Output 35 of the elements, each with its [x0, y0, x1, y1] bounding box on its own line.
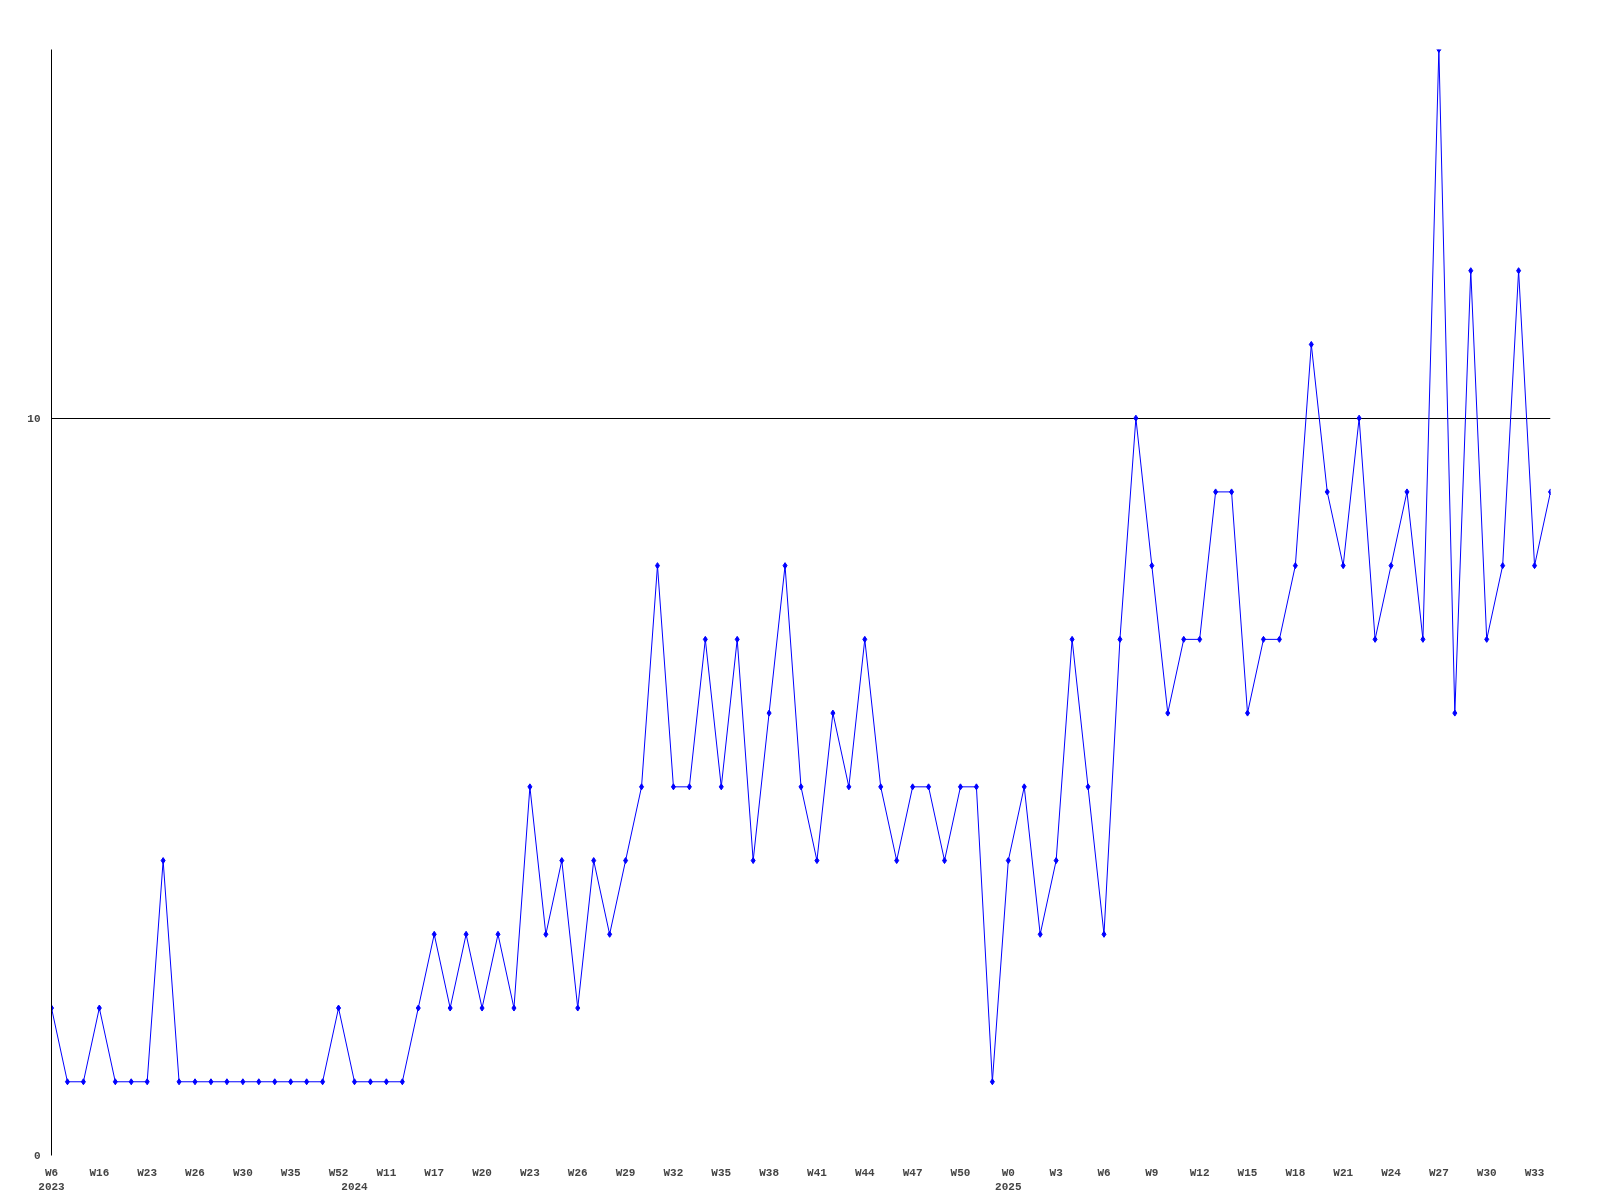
x-tick-label: W0 2025 — [995, 1166, 1022, 1193]
x-tick-label: W35 — [711, 1166, 732, 1179]
x-tick-label: W17 — [424, 1166, 445, 1179]
x-tick-label: W16 — [89, 1166, 110, 1179]
x-tick-label: W26 — [567, 1166, 588, 1179]
x-tick-label: W23 — [137, 1166, 158, 1179]
x-tick-label: W32 — [663, 1166, 684, 1179]
x-tick-label: W6 — [1097, 1166, 1111, 1179]
x-tick-label: W3 — [1049, 1166, 1064, 1179]
x-tick-label: W6 2023 — [38, 1166, 66, 1193]
x-tick-label: W21 — [1333, 1166, 1354, 1179]
x-tick-label: W50 — [950, 1166, 971, 1179]
x-tick-label: W18 — [1285, 1166, 1306, 1179]
x-tick-label: W29 — [615, 1166, 636, 1179]
x-tick-label: W52 — [328, 1166, 349, 1179]
x-tick-label: W47 — [902, 1166, 923, 1179]
x-tick-label: W33 — [1524, 1166, 1545, 1179]
y-tick-label: 0 — [33, 1150, 41, 1162]
x-tick-label: W44 — [854, 1166, 876, 1179]
x-tick-label: W23 — [520, 1166, 541, 1179]
x-tick-label: W24 — [1381, 1166, 1402, 1179]
y-tick-label: 10 — [27, 412, 41, 425]
x-tick-label: W20 — [472, 1166, 492, 1179]
x-tick-label: W30 — [232, 1166, 253, 1179]
x-tick-label: W41 — [807, 1166, 828, 1179]
x-tick-label: W38 — [759, 1166, 780, 1179]
x-tick-label: W12 — [1189, 1166, 1210, 1179]
x-tick-label: W30 — [1476, 1166, 1497, 1179]
x-tick-label: W11 — [376, 1166, 397, 1179]
x-tick-label: 2024 — [341, 1180, 369, 1193]
x-tick-label: W15 — [1237, 1166, 1258, 1179]
x-tick-label: W27 — [1428, 1166, 1449, 1179]
x-tick-label: W9 — [1145, 1166, 1159, 1179]
x-tick-label: W35 — [280, 1166, 301, 1179]
x-tick-label: W26 — [185, 1166, 205, 1179]
